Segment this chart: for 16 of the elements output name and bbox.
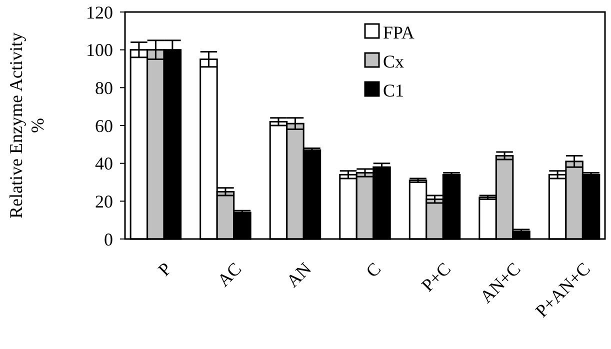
y-tick-label: 80 [95, 78, 113, 98]
x-tick-label: AN [282, 258, 315, 292]
x-tick-label: AC [213, 258, 246, 290]
x-tick-label: P+C [418, 258, 455, 296]
y-axis-title: Relative Enzyme Activity % [6, 32, 48, 218]
y-tick-label: 60 [95, 116, 113, 136]
legend-label: C1 [383, 80, 404, 100]
y-tick-label: 0 [104, 229, 113, 250]
y-tick-label: 20 [95, 191, 113, 212]
y-tick-label: 120 [86, 2, 113, 22]
y-tick-label: 40 [95, 154, 113, 174]
x-tick-label: C [362, 258, 385, 282]
legend-label: FPA [383, 22, 414, 42]
legend-label: Cx [383, 51, 404, 72]
x-tick-label: P [154, 258, 176, 280]
y-tick-label: 100 [86, 40, 113, 60]
